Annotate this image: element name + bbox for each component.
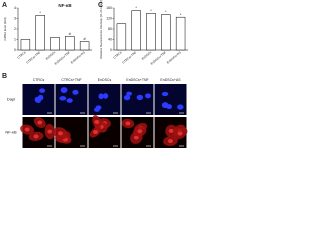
nucleus — [72, 89, 79, 95]
nucleus — [161, 91, 169, 97]
micrograph — [154, 84, 187, 115]
x-tick-label: CTRCs — [112, 50, 122, 60]
panel-label: A — [2, 2, 7, 9]
nucleus — [145, 93, 151, 99]
bar — [175, 16, 186, 51]
bar — [20, 39, 31, 51]
y-tick-label: 160 — [106, 6, 112, 10]
y-axis-label: mRNA level (fold) — [3, 17, 7, 40]
column-label: EnDSCs+TNF — [126, 78, 148, 82]
row-label: Dapi — [7, 97, 15, 102]
x-tick-label: EnDSCs+AS — [70, 50, 86, 64]
row-label: NF-κB — [5, 130, 17, 135]
cell-core — [137, 129, 143, 134]
nucleus — [123, 95, 131, 101]
figure: A NF-κB mRNA level (fold) 0 1 2 3 4 CTRCs * CTRCs+… — [2, 0, 188, 148]
y-axis-label: Relative fluorescence intensity (% of co… — [99, 0, 103, 59]
x-tick-label: EnDSCs — [45, 50, 57, 61]
nucleus — [37, 94, 44, 101]
cell-core — [24, 127, 30, 132]
nucleus — [126, 91, 133, 96]
nucleus — [60, 87, 68, 94]
cell-core — [94, 120, 100, 125]
significance-mark: # — [69, 31, 72, 36]
nucleus — [95, 105, 102, 110]
bar — [131, 10, 141, 51]
significance-mark: * — [135, 5, 137, 10]
chart-title: NF-κB — [58, 3, 72, 8]
cell-core — [167, 139, 173, 144]
nucleus — [59, 96, 67, 101]
y-tick-label: 0 — [110, 48, 112, 52]
bar — [65, 36, 75, 51]
x-tick-label: CTRCs — [16, 50, 26, 60]
nucleus — [136, 94, 144, 101]
cell-core — [168, 128, 174, 133]
x-tick-label: EnDSCs+TNF — [150, 50, 167, 65]
y-tick-label: 3 — [14, 16, 16, 20]
cell-core — [133, 135, 139, 140]
x-tick-label: EnDSCs — [141, 50, 153, 61]
cell-core — [33, 134, 39, 139]
significance-mark: * — [39, 10, 41, 15]
nucleus — [66, 98, 73, 103]
y-tick-label: 120 — [106, 16, 112, 20]
nucleus — [98, 93, 104, 100]
significance-mark: # — [83, 36, 86, 41]
panel-label: B — [2, 73, 7, 80]
y-tick-label: 1 — [14, 37, 16, 41]
bar — [116, 23, 127, 51]
y-tick-label: 0 — [14, 48, 16, 52]
significance-mark: * — [165, 9, 167, 14]
column-label: EnDSCs — [98, 78, 112, 82]
nucleus — [39, 88, 46, 93]
cell-core — [47, 129, 53, 134]
column-label: CTRCs+TNF — [61, 78, 81, 82]
significance-mark: * — [180, 12, 182, 17]
column-label: CTRCs — [33, 78, 45, 82]
bar — [146, 13, 156, 51]
bar — [79, 41, 90, 51]
y-tick-label: 2 — [14, 27, 16, 31]
cell-core — [37, 120, 43, 125]
panel-label: C — [98, 2, 103, 9]
y-tick-label: 40 — [108, 37, 112, 41]
x-tick-label: EnDSCs+TNF — [54, 50, 71, 65]
bar — [35, 15, 45, 51]
bar — [50, 37, 60, 51]
x-tick-label: CTRCs+TNF — [121, 50, 137, 64]
cell-core — [57, 131, 63, 136]
x-tick-label: CTRCs+TNF — [25, 50, 41, 64]
x-tick-label: EnDSCs+AS — [166, 50, 182, 64]
micrograph — [88, 84, 121, 115]
cell-core — [177, 131, 183, 136]
nucleus — [161, 102, 169, 109]
cell-core — [93, 130, 99, 135]
column-label: EnDSCs+AS — [160, 78, 181, 82]
nucleus — [102, 93, 109, 99]
significance-mark: * — [150, 8, 152, 13]
bar — [161, 14, 171, 51]
nucleus — [177, 104, 184, 110]
y-tick-label: 4 — [14, 6, 16, 10]
y-tick-label: 80 — [108, 27, 112, 31]
cell-core — [125, 121, 131, 126]
